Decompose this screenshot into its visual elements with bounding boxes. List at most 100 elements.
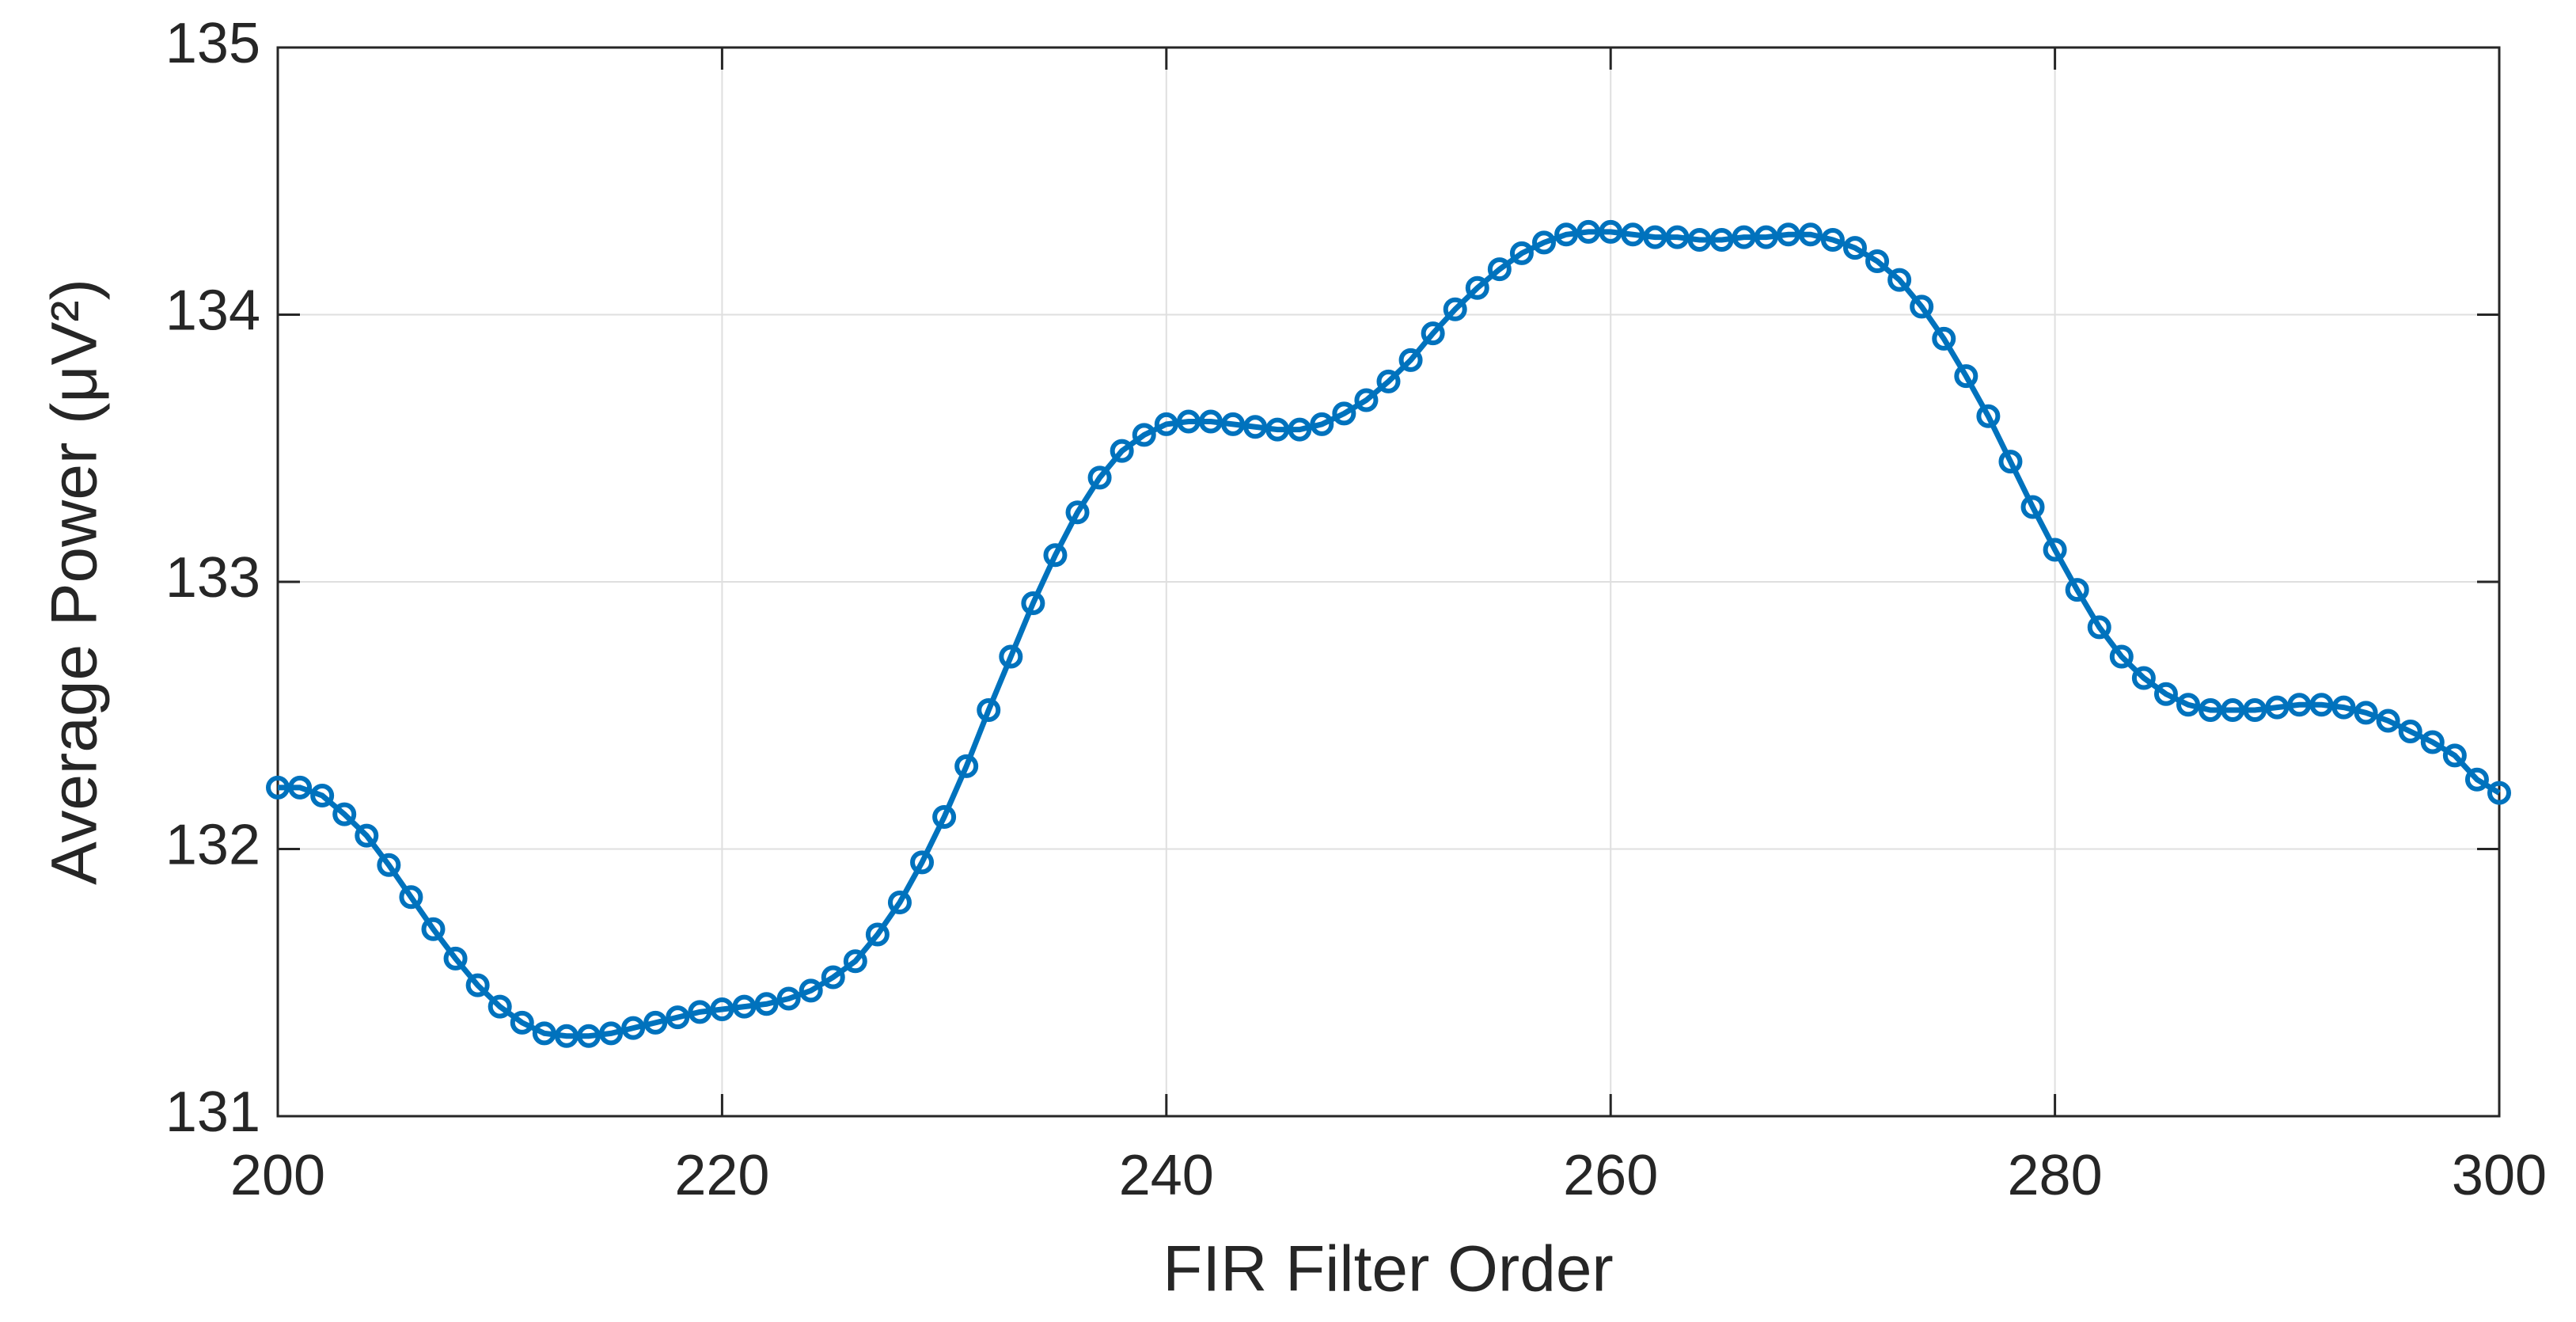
data-point (377, 853, 401, 877)
data-point (2354, 701, 2378, 725)
data-point (554, 1024, 579, 1048)
data-point (954, 754, 979, 778)
data-point (532, 1021, 556, 1046)
data-point (1198, 409, 1223, 434)
data-point (1776, 222, 1800, 247)
data-point (1443, 297, 1467, 321)
y-axis-label: Average Power (μV²) (39, 279, 111, 885)
data-point (2420, 730, 2445, 754)
data-point (1288, 417, 1312, 442)
data-point (910, 850, 935, 875)
data-line (278, 229, 2501, 1039)
data-point (1221, 412, 1246, 436)
data-point (2020, 495, 2045, 519)
data-point (2109, 644, 2134, 669)
x-tick-label: 220 (674, 1144, 769, 1207)
x-tick-label: 240 (1119, 1144, 1214, 1207)
data-point (776, 986, 801, 1011)
data-point (2398, 720, 2422, 743)
data-point (666, 1005, 690, 1030)
data-point (1243, 415, 1268, 439)
data-point (2487, 781, 2511, 805)
data-point (1509, 241, 1534, 265)
data-point (1954, 364, 1978, 389)
y-tick-label: 133 (165, 546, 260, 610)
data-point (510, 1010, 534, 1035)
data-point (465, 973, 490, 997)
x-axis-label: FIR Filter Order (1163, 1233, 1613, 1305)
x-tick-label: 280 (2008, 1144, 2103, 1207)
data-point (1554, 222, 1579, 247)
data-point (1021, 591, 1045, 615)
data-point (1754, 225, 1778, 249)
data-point (1487, 257, 1512, 282)
data-point (754, 992, 779, 1016)
data-point (2331, 695, 2356, 720)
data-point (1687, 228, 1712, 252)
y-tick-label: 135 (165, 12, 260, 75)
data-point (488, 994, 512, 1019)
data-point (399, 885, 423, 910)
data-point (1621, 222, 1645, 247)
data-point (1798, 222, 1823, 247)
data-point (355, 823, 379, 848)
data-point (1332, 401, 1356, 426)
data-point (865, 922, 890, 947)
data-point (710, 997, 734, 1021)
x-tick-label: 260 (1563, 1144, 1658, 1207)
data-point (821, 965, 845, 990)
data-point (1643, 225, 1667, 249)
data-point (1887, 268, 1912, 292)
data-point (977, 698, 1001, 722)
data-point (1820, 228, 1845, 252)
data-point (2265, 695, 2290, 720)
y-tick-label: 134 (165, 279, 260, 343)
data-point (2309, 693, 2334, 717)
data-point (2221, 698, 2245, 722)
data-point (2131, 666, 2156, 690)
x-tick-label: 200 (230, 1144, 325, 1207)
data-point (2199, 698, 2223, 722)
data-point (1976, 404, 2001, 428)
plot-frame (276, 46, 2501, 1118)
data-point (621, 1016, 646, 1040)
data-point (1398, 348, 1423, 372)
data-point (2153, 682, 2178, 706)
data-point (288, 775, 313, 800)
data-point (2287, 693, 2312, 717)
data-point (266, 775, 290, 800)
data-point (1354, 388, 1379, 412)
data-point (1065, 500, 1090, 525)
data-point (2176, 693, 2201, 717)
data-point (1910, 294, 1934, 319)
data-point (2043, 538, 2067, 562)
data-point (1043, 543, 1068, 568)
data-point (688, 1000, 712, 1024)
data-point (999, 644, 1023, 669)
data-point (1176, 409, 1201, 434)
data-point (2464, 767, 2489, 792)
y-tick-label: 131 (165, 1081, 260, 1144)
data-point (1998, 450, 2023, 474)
data-point (1599, 219, 1623, 244)
data-point (1265, 417, 1290, 442)
y-tick-label: 132 (165, 814, 260, 877)
data-point (887, 891, 912, 914)
data-point (332, 802, 357, 826)
data-point (421, 917, 446, 941)
data-point (2087, 615, 2111, 640)
data-point (310, 784, 335, 807)
data-point (1531, 230, 1556, 255)
x-tick-label: 300 (2452, 1144, 2547, 1207)
data-point (1421, 321, 1445, 346)
data-point (443, 946, 468, 971)
data-point (1665, 225, 1690, 249)
data-point (1465, 275, 1489, 300)
data-point (1865, 249, 1890, 273)
data-point (1310, 412, 1334, 436)
data-point (1087, 465, 1112, 490)
data-point (1932, 326, 1956, 351)
data-point (2065, 578, 2089, 602)
